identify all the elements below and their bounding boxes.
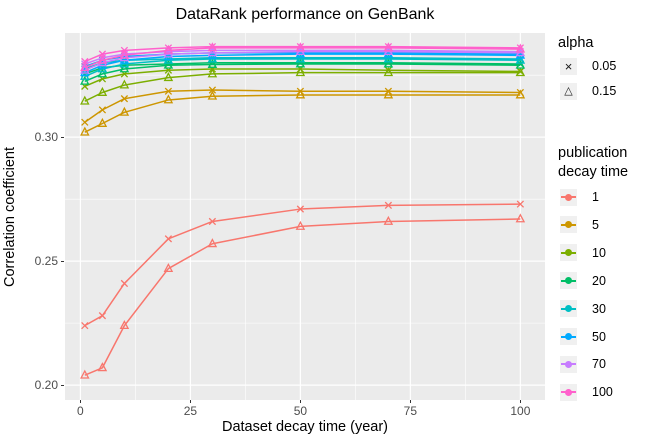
legend-color-label: 50 [592, 329, 606, 344]
legend-alpha-label: 0.15 [592, 84, 617, 98]
series-markers-100-a0.05 [81, 42, 525, 66]
legend-alpha-label: 0.05 [592, 59, 617, 73]
x-axis-title: Dataset decay time (year) [221, 419, 388, 435]
legend-color-label: 10 [592, 245, 606, 260]
series-markers-1-a0.15 [80, 213, 526, 379]
y-axis-title: Correlation coefficient [2, 147, 18, 287]
x-tick-mark [79, 400, 81, 403]
legend-key-line-dot-icon [560, 216, 577, 234]
legend-key-line-dot-icon [560, 355, 577, 373]
legend-color-label: 20 [592, 273, 606, 288]
y-tick-label: 0.25 [34, 254, 58, 269]
x-tick-label: 100 [510, 404, 531, 418]
plot-panel [65, 33, 545, 400]
legend-color-label: 30 [592, 301, 606, 316]
legend-color-label: 70 [592, 357, 606, 372]
legend-color-entry-30: 30 [560, 300, 606, 318]
legend-color-entry-70: 70 [560, 355, 606, 373]
chart-title: DataRank performance on GenBank [175, 6, 435, 23]
x-tick-mark [409, 400, 411, 403]
legend-color-label: 100 [592, 385, 613, 400]
legend-alpha-title: alpha [558, 35, 594, 51]
x-tick-mark [299, 400, 301, 403]
y-tick-mark [61, 260, 64, 262]
series-markers-1-a0.05 [81, 200, 525, 330]
legend-color-entry-50: 50 [560, 328, 606, 346]
legend-color-entry-1: 1 [560, 188, 599, 206]
series-markers-10-a0.15 [80, 67, 526, 105]
y-tick-mark [61, 384, 64, 386]
x-tick-label: 25 [183, 404, 198, 418]
y-tick-label: 0.30 [34, 130, 58, 145]
series-markers-5-a0.05 [81, 86, 525, 126]
y-tick-label: 0.20 [34, 378, 58, 393]
legend-color-label: 1 [592, 190, 599, 204]
x-tick-label: 50 [293, 404, 308, 418]
x-tick-mark [189, 400, 191, 403]
y-tick-mark [61, 136, 64, 138]
x-tick-label: 75 [403, 404, 418, 418]
legend-color-title: publication decay time [558, 145, 629, 180]
legend-color-entry-20: 20 [560, 272, 606, 290]
legend-color-entry-5: 5 [560, 216, 599, 234]
legend-alpha-entry-0.05: × 0.05 [560, 57, 616, 75]
legend-key-line-dot-icon [560, 300, 577, 318]
legend-key-line-dot-icon [560, 328, 577, 345]
legend-color-entry-10: 10 [560, 244, 606, 262]
legend-color-entry-100: 100 [560, 383, 613, 401]
legend-key-line-dot-icon [560, 188, 577, 206]
legend-key-line-dot-icon [560, 272, 577, 290]
x-tick-label: 0 [77, 404, 84, 418]
legend-key-x-icon: × [560, 57, 577, 75]
legend-color-label: 5 [592, 217, 599, 232]
legend-alpha-entry-0.15: △ 0.15 [560, 82, 616, 100]
legend-key-triangle-icon: △ [560, 82, 577, 100]
x-tick-mark [519, 400, 521, 403]
legend-key-line-dot-icon [560, 244, 577, 262]
legend-key-line-dot-icon [560, 383, 577, 401]
